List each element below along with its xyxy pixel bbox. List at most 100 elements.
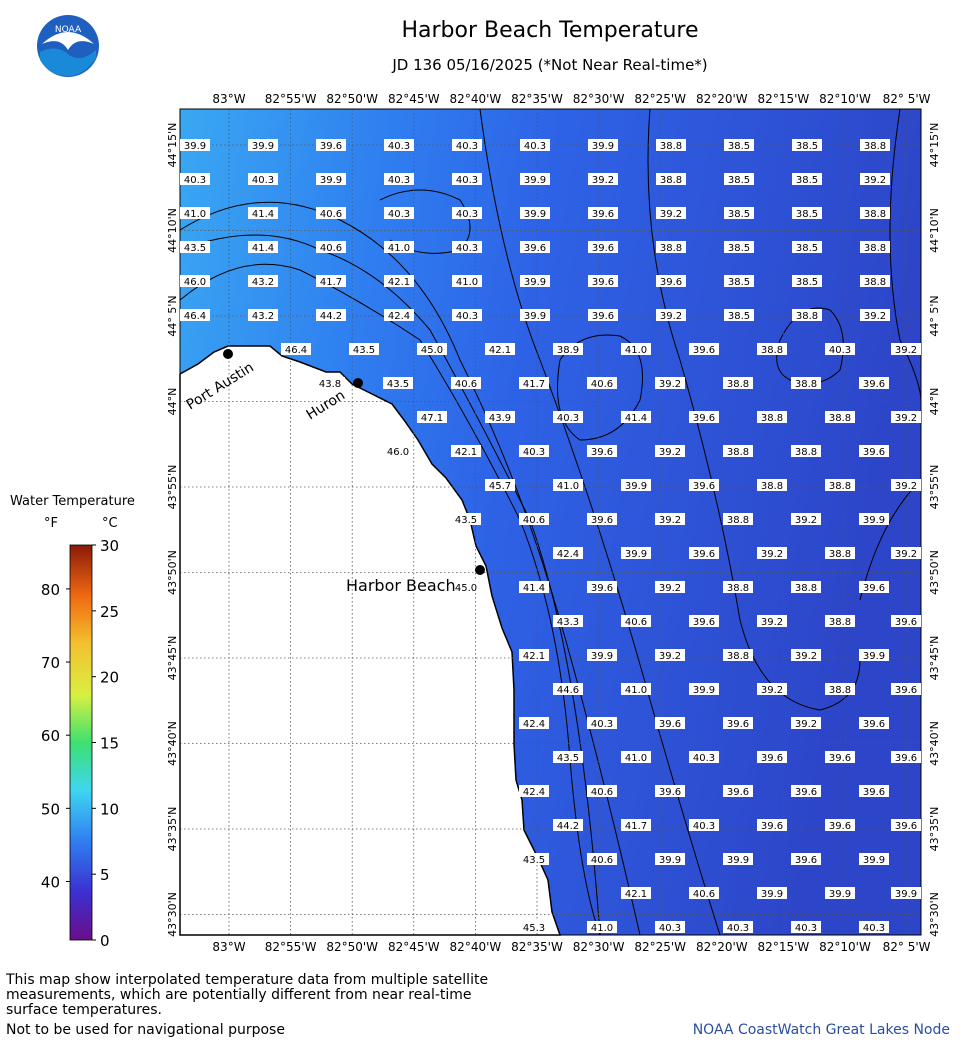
temp-value: 43.2 xyxy=(252,277,274,288)
temp-value: 39.6 xyxy=(320,141,342,152)
lon-label: 82°25'W xyxy=(634,92,686,106)
temp-label-box xyxy=(757,343,787,355)
temp-label-box xyxy=(588,207,618,219)
temp-label-box xyxy=(757,887,787,899)
temp-value: 42.1 xyxy=(388,277,410,288)
temp-label-box xyxy=(891,479,921,491)
temp-label-box xyxy=(656,241,686,253)
temp-label-box xyxy=(384,139,414,151)
legend-celsius-tick: 20 xyxy=(100,669,119,687)
temp-label-box xyxy=(180,207,210,219)
temp-value: 39.6 xyxy=(795,787,817,798)
temp-label-box xyxy=(520,309,550,321)
temp-value: 40.6 xyxy=(591,855,613,866)
temp-label-box xyxy=(520,275,550,287)
temp-label-box xyxy=(587,921,617,933)
temp-label-box xyxy=(451,445,481,457)
place-dot xyxy=(353,378,363,388)
temp-value: 40.3 xyxy=(456,175,478,186)
temp-label-box xyxy=(180,173,210,185)
temp-value: 38.5 xyxy=(796,209,818,220)
temp-label-box xyxy=(792,207,822,219)
temp-value: 40.3 xyxy=(252,175,274,186)
temp-value: 39.6 xyxy=(592,277,614,288)
temp-value: 39.2 xyxy=(895,549,917,560)
temp-value: 39.6 xyxy=(591,447,613,458)
temp-label-box xyxy=(757,479,787,491)
temp-value: 38.5 xyxy=(728,141,750,152)
legend-colorbar xyxy=(69,544,93,941)
temp-label-box xyxy=(825,615,855,627)
temp-value: 43.5 xyxy=(353,345,375,356)
temp-label-box xyxy=(519,513,549,525)
lon-label: 83°W xyxy=(212,940,245,954)
temp-label-box xyxy=(724,241,754,253)
temp-value: 43.5 xyxy=(523,855,545,866)
temp-value: 39.9 xyxy=(863,515,885,526)
temp-label-box xyxy=(316,139,346,151)
temp-label-box xyxy=(655,853,685,865)
temp-label-box xyxy=(588,241,618,253)
temp-label-box xyxy=(315,377,345,389)
place-dot xyxy=(223,349,233,359)
temp-value: 39.6 xyxy=(592,311,614,322)
temp-value: 39.6 xyxy=(829,821,851,832)
temp-label-box xyxy=(689,343,719,355)
temp-value: 45.0 xyxy=(455,583,477,594)
temp-value: 39.2 xyxy=(592,175,614,186)
navigation-warning: Not to be used for navigational purpose xyxy=(6,1022,285,1038)
temp-value: 39.6 xyxy=(591,583,613,594)
temp-label-box xyxy=(384,309,414,321)
temp-label-box xyxy=(792,275,822,287)
place-label: Harbor Beach xyxy=(346,576,456,595)
temp-value: 39.6 xyxy=(761,821,783,832)
temp-label-box xyxy=(656,275,686,287)
temp-value: 41.0 xyxy=(625,345,647,356)
temp-label-box xyxy=(689,547,719,559)
temp-value: 38.9 xyxy=(557,345,579,356)
temp-label-box xyxy=(180,309,210,321)
temp-value: 38.8 xyxy=(829,549,851,560)
temp-value: 39.2 xyxy=(659,515,681,526)
temp-value: 39.9 xyxy=(863,855,885,866)
temp-label-box xyxy=(588,275,618,287)
temp-value: 39.9 xyxy=(761,889,783,900)
temp-value: 39.6 xyxy=(863,583,885,594)
temp-label-box xyxy=(621,479,651,491)
lon-label: 82°15'W xyxy=(758,92,810,106)
temp-value: 38.5 xyxy=(796,277,818,288)
temp-value: 39.9 xyxy=(524,175,546,186)
temp-label-box xyxy=(891,887,921,899)
legend-fahrenheit-tick: 80 xyxy=(41,581,60,599)
map-subtitle: JD 136 05/16/2025 (*Not Near Real-time*) xyxy=(392,56,708,74)
temp-value: 44.2 xyxy=(320,311,342,322)
temp-value: 38.5 xyxy=(796,243,818,254)
temp-value: 39.6 xyxy=(895,685,917,696)
temp-label-box xyxy=(891,683,921,695)
temp-label-box xyxy=(281,343,311,355)
temp-value: 39.6 xyxy=(795,855,817,866)
lon-label: 82°55'W xyxy=(265,92,317,106)
lon-label: 82°35'W xyxy=(511,92,563,106)
temp-value: 38.8 xyxy=(795,447,817,458)
temp-label-box xyxy=(248,207,278,219)
noaa-logo: NOAA xyxy=(37,15,99,77)
temp-label-box xyxy=(520,207,550,219)
temp-value: 38.8 xyxy=(727,447,749,458)
legend-celsius-tick: 10 xyxy=(100,800,119,818)
temp-value: 38.8 xyxy=(829,413,851,424)
temp-label-box xyxy=(689,479,719,491)
temp-label-box xyxy=(792,173,822,185)
temp-value: 38.8 xyxy=(761,481,783,492)
temp-label-box xyxy=(723,921,753,933)
latitude-labels-left: 44°15'N 44°10'N 44° 5'N 44°N 43°55'N 43°50'N 4… xyxy=(166,123,179,937)
temp-label-box xyxy=(791,649,821,661)
temp-value: 38.8 xyxy=(727,515,749,526)
temp-label-box xyxy=(519,785,549,797)
temp-label-box xyxy=(520,241,550,253)
temp-label-box xyxy=(553,683,583,695)
lat-label: 44°15'N xyxy=(166,123,179,168)
temp-value: 39.6 xyxy=(895,821,917,832)
temp-label-box xyxy=(452,241,482,253)
lon-label: 82°35'W xyxy=(511,940,563,954)
